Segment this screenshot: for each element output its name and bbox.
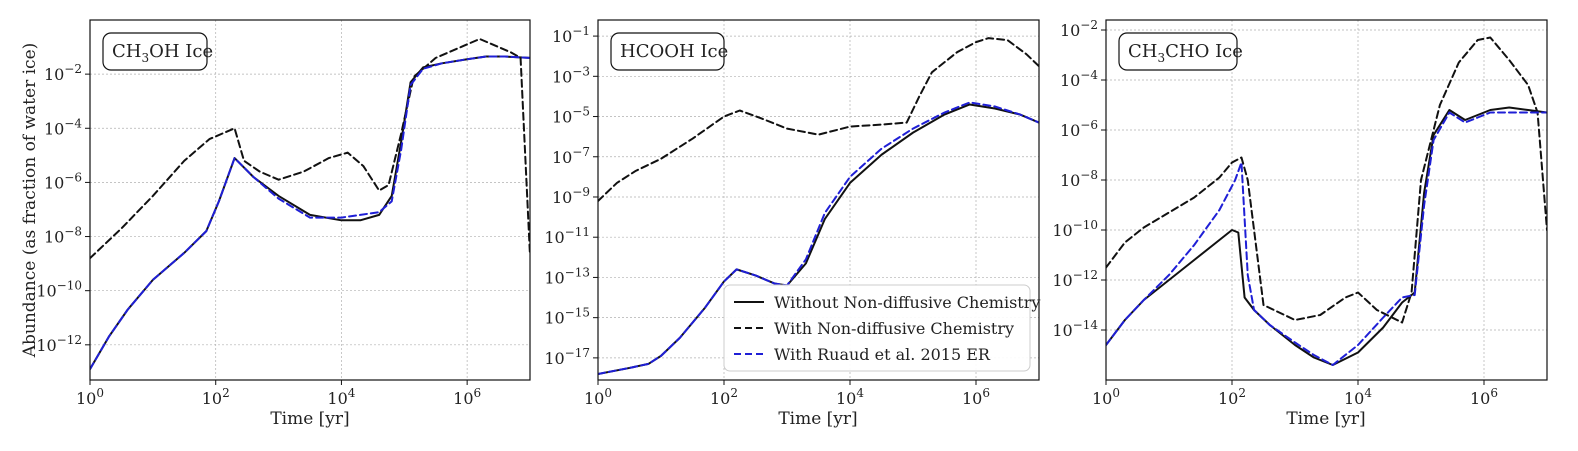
y-tick-label: 10−12 [36, 333, 82, 355]
y-tick-label: 10−1 [552, 24, 590, 46]
y-axis-label: Abundance (as fraction of water ice) [20, 43, 40, 359]
x-tick-label: 104 [836, 386, 864, 408]
y-tick-label: 10−6 [44, 170, 82, 192]
y-tick-label: 10−3 [552, 64, 590, 86]
plot-border [1105, 19, 1548, 381]
y-tick-label: 10−9 [552, 185, 590, 207]
x-tick-label: 104 [1344, 386, 1372, 408]
y-tick-label: 10−17 [544, 346, 590, 368]
grid-layer [1106, 20, 1547, 380]
x-tick-label: 104 [327, 386, 355, 408]
tick-layer: 100 102 104 106 10−17 10−15 10−13 10−11 10−9 10−7… [544, 24, 990, 408]
x-tick-label: 102 [1218, 386, 1246, 408]
panel-title: HCOOH Ice [620, 41, 728, 62]
y-tick-label: 10−13 [544, 265, 590, 287]
y-tick-label: 10−8 [1060, 168, 1098, 190]
y-tick-label: 10−2 [44, 62, 82, 84]
x-axis-label: Time [yr] [1286, 409, 1365, 429]
panel-ch3oh: 100 102 104 106 10−12 10−10 10−8 10−6 10−4 10−2 C… [20, 19, 531, 429]
panel-hcooh: 100 102 104 106 10−17 10−15 10−13 10−11 10−9 10−7… [544, 19, 1040, 429]
legend-label: With Ruaud et al. 2015 ER [774, 345, 991, 364]
x-tick-label: 102 [710, 386, 738, 408]
tick-layer: 100 102 104 106 10−14 10−12 10−10 10−8 10−6 10−4 1… [1052, 18, 1498, 408]
y-tick-label: 10−5 [552, 105, 590, 127]
y-tick-label: 10−4 [1060, 68, 1098, 90]
panel-title-box: HCOOH Ice [610, 32, 728, 71]
legend: Without Non-diffusive Chemistry With Non… [723, 284, 1040, 372]
plot-frame [1106, 20, 1547, 380]
plot-border [597, 19, 1040, 381]
x-tick-label: 100 [584, 386, 612, 408]
series-line-with-non-diffusive-chemistry [598, 37, 1039, 203]
y-tick-label: 10−10 [1052, 218, 1098, 240]
y-tick-label: 10−12 [1052, 268, 1098, 290]
series-line-with-non-diffusive-chemistry [1106, 36, 1547, 324]
panel-ch3cho: 100 102 104 106 10−14 10−12 10−10 10−8 10−6 10−4 1… [1052, 18, 1548, 429]
series-line-with-ruaud-et-al-2015-er [90, 55, 530, 371]
y-tick-label: 10−6 [1060, 118, 1098, 140]
tick-layer: 100 102 104 106 10−12 10−10 10−8 10−6 10−4 10−2 [36, 62, 481, 408]
plot-border [89, 19, 531, 381]
x-axis-label: Time [yr] [270, 409, 349, 429]
series-layer [90, 37, 530, 371]
y-tick-label: 10−11 [544, 225, 590, 247]
plot-frame [90, 20, 530, 380]
x-tick-label: 106 [1470, 386, 1498, 408]
legend-label: Without Non-diffusive Chemistry [774, 293, 1040, 312]
x-axis-label: Time [yr] [778, 409, 857, 429]
panel-title: CH3OH Ice [112, 41, 213, 65]
y-tick-label: 10−14 [1052, 318, 1098, 340]
series-line-with-non-diffusive-chemistry [90, 37, 530, 260]
x-tick-label: 100 [76, 386, 104, 408]
y-tick-label: 10−7 [552, 145, 590, 167]
series-layer [1106, 36, 1547, 366]
y-tick-label: 10−15 [544, 306, 590, 328]
y-tick-label: 10−10 [36, 279, 82, 301]
x-tick-label: 106 [962, 386, 990, 408]
y-tick-label: 10−8 [44, 225, 82, 247]
y-tick-label: 10−2 [1060, 18, 1098, 40]
legend-label: With Non-diffusive Chemistry [774, 319, 1014, 338]
panel-title-box: CH3CHO Ice [1118, 32, 1243, 71]
x-tick-label: 100 [1092, 386, 1120, 408]
series-line-with-ruaud-et-al-2015-er [1106, 111, 1547, 366]
panel-title: CH3CHO Ice [1128, 41, 1243, 65]
y-tick-label: 10−4 [44, 116, 82, 138]
panel-title-box: CH3OH Ice [102, 32, 213, 71]
x-tick-label: 106 [453, 386, 481, 408]
grid-layer [90, 20, 530, 380]
x-tick-label: 102 [202, 386, 230, 408]
